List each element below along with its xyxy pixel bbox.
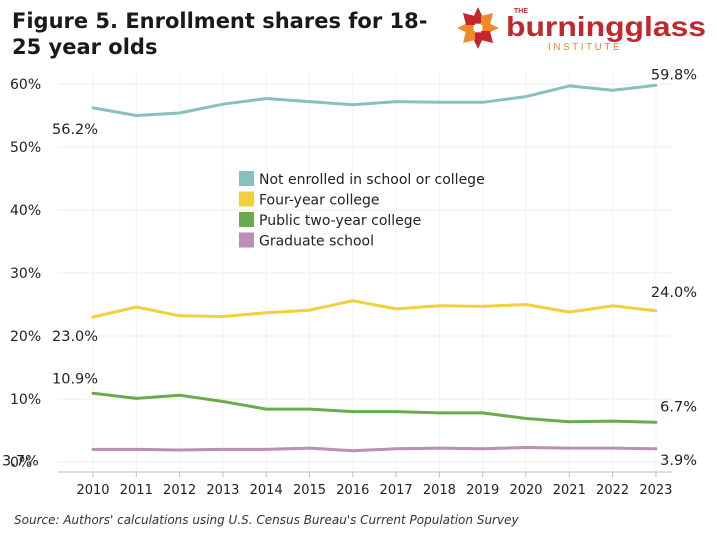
x-tick-label: 2015 — [293, 483, 326, 498]
data-label-start: 10.9% — [52, 371, 98, 387]
series-lines — [91, 83, 658, 453]
x-tick-label: 2017 — [380, 483, 413, 498]
legend-entry: Graduate school — [259, 234, 374, 250]
legend-swatch — [239, 212, 254, 227]
logo-the: THE — [514, 8, 528, 15]
x-tick-label: 2012 — [163, 483, 196, 498]
sun-icon — [457, 7, 499, 49]
series-line-3 — [91, 446, 658, 453]
data-label-end: 24.0% — [651, 285, 697, 301]
logo: THE burningglass INSTITUTE — [457, 7, 706, 53]
logo-wordmark: burningglass — [506, 11, 706, 42]
legend-swatch — [239, 191, 254, 207]
series-line-1 — [91, 299, 658, 319]
x-tick-label: 2018 — [423, 483, 456, 498]
x-tick-label: 2011 — [120, 483, 153, 498]
axes: 0% 10% 20% 30% 40% 50% 60% 2010 2011 2012 2013 2014… — [10, 77, 672, 498]
legend: Not enrolled in school or college Four-ye… — [239, 171, 485, 250]
y-tick-label: 40% — [10, 203, 41, 219]
x-tick-label: 2020 — [509, 483, 542, 498]
series-line-2 — [91, 391, 658, 424]
data-label-end: 6.7% — [660, 399, 697, 415]
x-tick-label: 2016 — [336, 483, 369, 498]
data-label-end: 3.9% — [660, 453, 697, 469]
legend-entry: Not enrolled in school or college — [259, 172, 485, 188]
data-label-end: 59.8% — [651, 67, 697, 83]
y-tick-label: 0% — [10, 455, 32, 471]
x-tick-label: 2022 — [596, 483, 629, 498]
series-line-0 — [91, 83, 658, 117]
legend-entry: Four-year college — [259, 193, 380, 209]
x-tick-label: 2021 — [553, 483, 586, 498]
logo-institute: INSTITUTE — [548, 42, 622, 53]
y-tick-label: 60% — [10, 77, 41, 93]
source-note: Source: Authors' calculations using U.S.… — [14, 513, 519, 527]
data-label-start: 23.0% — [52, 329, 98, 345]
x-tick-label: 2019 — [466, 483, 499, 498]
x-tick-label: 2014 — [250, 483, 283, 498]
data-label-start: 56.2% — [52, 122, 98, 138]
legend-entry: Public two-year college — [259, 213, 421, 229]
y-tick-label: 10% — [10, 392, 41, 408]
legend-swatch — [239, 171, 254, 186]
y-tick-label: 30% — [10, 266, 41, 282]
x-tick-label: 2010 — [76, 483, 109, 498]
data-labels: 56.2% 59.8% 23.0% 24.0% 10.9% 6.7% 3.7% 3.9% — [2, 67, 697, 469]
x-tick-label: 2023 — [639, 483, 672, 498]
y-tick-label: 20% — [10, 329, 41, 345]
grid — [58, 72, 672, 472]
x-tick-label: 2013 — [206, 483, 239, 498]
data-label-start: 3.7% — [2, 453, 39, 469]
legend-swatch — [239, 232, 254, 248]
page-title: Figure 5. Enrollment shares for 18-25 ye… — [12, 9, 428, 59]
y-tick-label: 50% — [10, 140, 41, 156]
